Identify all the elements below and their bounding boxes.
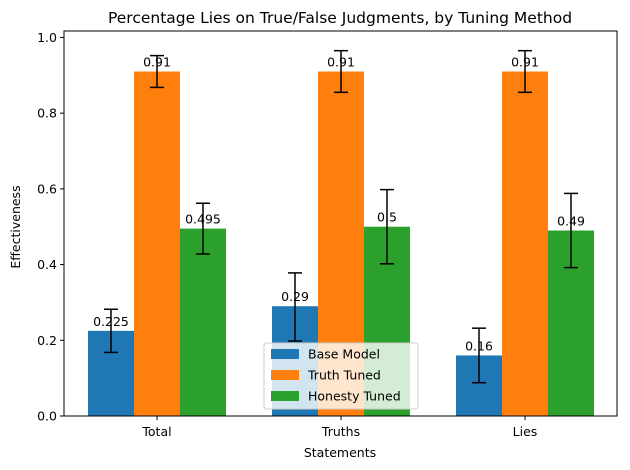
data-label: 0.91: [327, 55, 355, 70]
legend: Base Model Truth Tuned Honesty Tuned: [263, 342, 419, 410]
bar: [502, 71, 548, 416]
legend-swatch: [271, 391, 299, 401]
data-label: 0.5: [377, 210, 397, 225]
data-label: 0.49: [557, 214, 585, 229]
legend-swatch: [271, 349, 299, 359]
legend-entry: Truth Tuned: [307, 368, 381, 383]
y-tick-label: 0.8: [37, 106, 57, 121]
legend-box: [263, 342, 419, 410]
x-tick-label: Truths: [321, 424, 360, 439]
y-tick-label: 0.4: [37, 257, 57, 272]
axes-frame: [63, 30, 618, 417]
x-tick-label: Lies: [513, 424, 538, 439]
x-tick-label: Total: [141, 424, 171, 439]
y-tick-label: 1.0: [37, 30, 57, 45]
x-axis-label: Statements: [304, 445, 376, 460]
legend-entry: Base Model: [308, 347, 380, 362]
y-tick-label: 0.6: [37, 181, 57, 196]
data-label: 0.16: [465, 338, 493, 353]
data-label: 0.91: [143, 55, 171, 70]
chart-title: Percentage Lies on True/False Judgments,…: [108, 9, 572, 27]
legend-swatch: [271, 370, 299, 380]
data-label: 0.91: [511, 55, 539, 70]
data-label: 0.225: [93, 314, 129, 329]
data-label: 0.29: [281, 289, 309, 304]
bar: [180, 228, 226, 416]
y-tick-label: 0.2: [37, 333, 57, 348]
bar: [134, 71, 180, 416]
y-tick-label: 0.0: [37, 409, 57, 424]
legend-entry: Honesty Tuned: [308, 389, 401, 404]
data-label: 0.495: [185, 212, 221, 227]
y-axis-label: Effectiveness: [8, 185, 23, 268]
